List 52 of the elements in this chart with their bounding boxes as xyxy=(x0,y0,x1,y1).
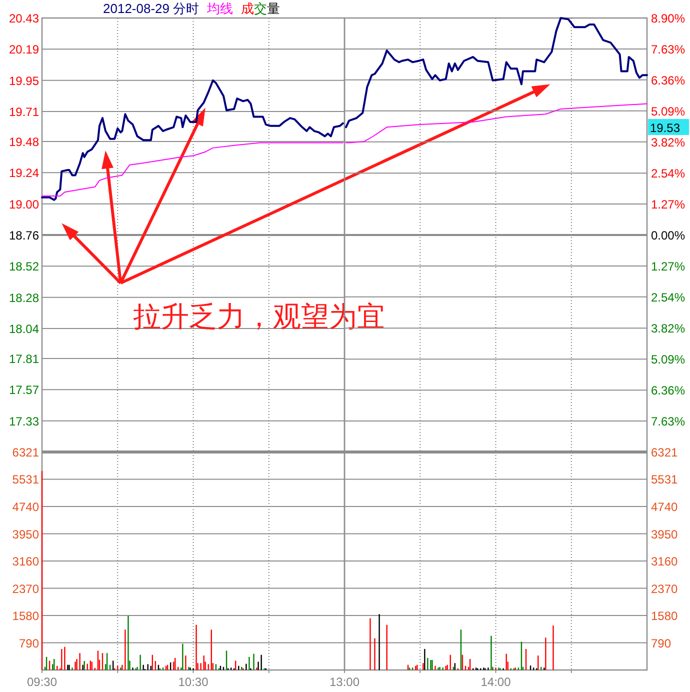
y2-tick-label: 2370 xyxy=(651,582,678,596)
y-tick-label: 17.33 xyxy=(8,414,40,428)
y-tick-label: 19.71 xyxy=(8,105,40,120)
y-tick-label: 20.19 xyxy=(8,42,40,57)
y2-tick-label: 6.36% xyxy=(651,384,686,398)
x-tick-label: 13:00 xyxy=(329,675,360,689)
text: 成交量 xyxy=(241,1,280,16)
y-tick-label: 18.28 xyxy=(8,290,40,305)
y2-tick-label: 6.36% xyxy=(651,73,686,88)
x-tick-label: 09:30 xyxy=(26,675,58,689)
y2-tick-label: 2.54% xyxy=(651,290,686,304)
text: 均线 xyxy=(206,1,234,16)
y2-tick-label: 2.54% xyxy=(651,166,686,181)
y-tick-label: 1580 xyxy=(12,609,40,624)
y-tick-label: 19.95 xyxy=(8,74,40,88)
y-tick-label: 17.57 xyxy=(8,383,40,398)
y-tick-label: 6321 xyxy=(12,446,40,460)
y2-tick-label: 5531 xyxy=(651,472,678,487)
y2-tick-label: 1.27% xyxy=(651,259,686,274)
y2-tick-label: 0.00% xyxy=(651,228,686,242)
y2-tick-label: 7.63% xyxy=(651,414,686,429)
y2-tick-label: 7.63% xyxy=(651,42,686,56)
y-tick-label: 19.24 xyxy=(8,166,40,180)
y-tick-label: 19.48 xyxy=(8,134,40,149)
y2-tick-label: 3950 xyxy=(651,527,678,542)
y2-tick-label: 5.09% xyxy=(651,352,686,367)
y-tick-label: 17.81 xyxy=(8,352,40,366)
x-tick-label: 10:30 xyxy=(178,675,209,689)
y-tick-label: 2370 xyxy=(12,582,40,596)
y-tick-label: 4740 xyxy=(12,500,40,514)
y-tick-label: 18.76 xyxy=(8,228,40,242)
y-tick-label: 18.52 xyxy=(8,260,40,274)
y2-tick-label: 3.82% xyxy=(651,322,686,336)
y-tick-label: 19.00 xyxy=(8,197,40,212)
y-tick-label: 790 xyxy=(18,636,40,650)
x-tick-label: 14:00 xyxy=(480,675,512,689)
y2-tick-label: 1.27% xyxy=(651,198,686,212)
y2-tick-label: 3.82% xyxy=(651,135,686,150)
y-tick-label: 3950 xyxy=(12,527,40,542)
y2-tick-label: 8.90% xyxy=(651,12,686,26)
y2-tick-label: 6321 xyxy=(651,446,678,460)
y2-tick-label: 5.09% xyxy=(651,104,686,118)
y2-tick-label: 790 xyxy=(651,636,672,650)
y2-tick-label: 1580 xyxy=(651,609,678,624)
y2-tick-label: 3160 xyxy=(651,554,678,569)
chart-title: 2012-08-29 分时 xyxy=(103,1,200,16)
y2-tick-label: 4740 xyxy=(651,500,678,514)
y-tick-label: 5531 xyxy=(12,472,40,487)
y-tick-label: 18.04 xyxy=(8,322,40,336)
y-tick-label: 3160 xyxy=(12,554,40,569)
text: 19.53 xyxy=(650,121,680,135)
y-tick-label: 20.43 xyxy=(8,12,40,26)
